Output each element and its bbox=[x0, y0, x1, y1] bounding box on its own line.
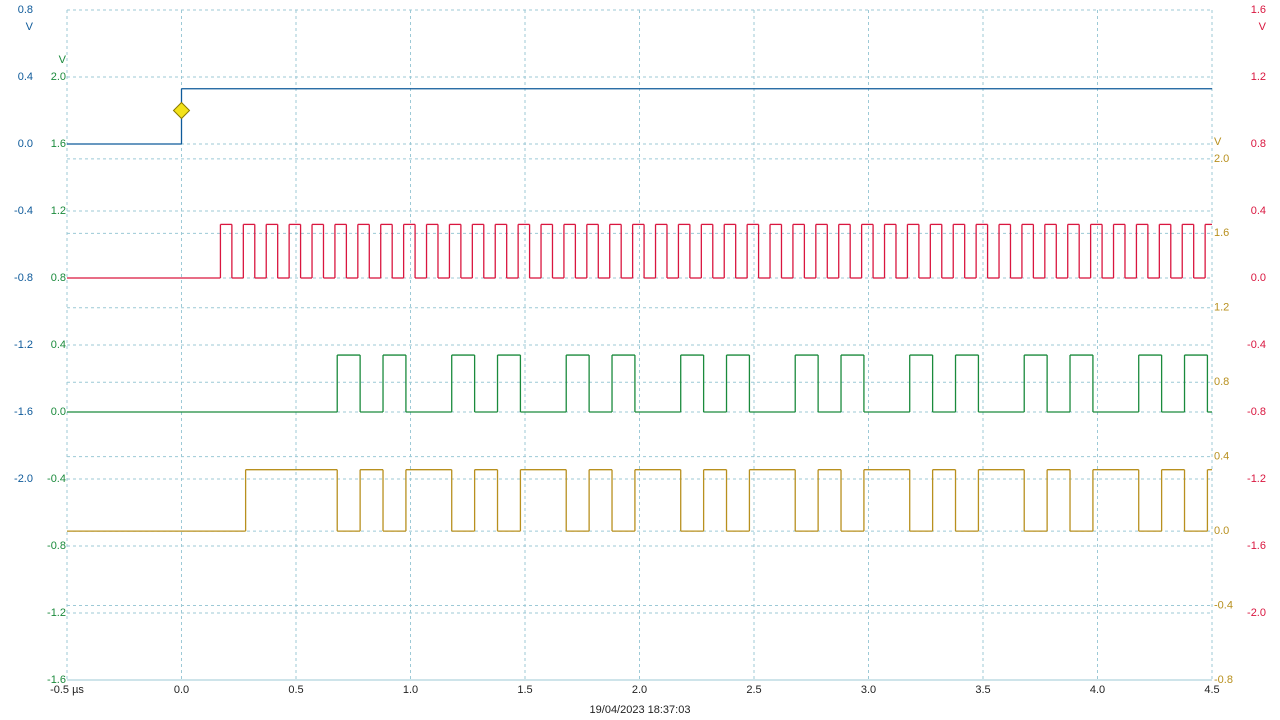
y-tick-label: 1.2 bbox=[1251, 71, 1266, 83]
x-tick-label: 3.5 bbox=[975, 684, 990, 696]
y-tick-label: -0.8 bbox=[1247, 406, 1266, 418]
x-tick-label: 3.0 bbox=[861, 684, 876, 696]
axis-unit: V bbox=[59, 54, 67, 66]
y-tick-label: 1.2 bbox=[1214, 302, 1229, 314]
axis-unit: V bbox=[26, 21, 34, 33]
x-tick-label: 2.5 bbox=[746, 684, 761, 696]
y-tick-label: 0.4 bbox=[18, 71, 33, 83]
timestamp: 19/04/2023 18:37:03 bbox=[590, 704, 691, 716]
y-tick-label: 1.2 bbox=[51, 205, 66, 217]
x-tick-label: 1.5 bbox=[517, 684, 532, 696]
y-tick-label: 1.6 bbox=[1251, 4, 1266, 16]
x-tick-label: -0.5 µs bbox=[50, 684, 84, 696]
y-tick-label: -2.0 bbox=[14, 473, 33, 485]
y-tick-label: 0.0 bbox=[1214, 525, 1229, 537]
y-tick-label: -1.2 bbox=[47, 607, 66, 619]
y-tick-label: -1.6 bbox=[1247, 540, 1266, 552]
x-tick-label: 1.0 bbox=[403, 684, 418, 696]
axis-unit: V bbox=[1259, 21, 1267, 33]
y-tick-label: -0.4 bbox=[1214, 599, 1233, 611]
y-tick-label: -2.0 bbox=[1247, 607, 1266, 619]
y-tick-label: 0.4 bbox=[51, 339, 66, 351]
y-tick-label: -0.8 bbox=[47, 540, 66, 552]
y-tick-label: 0.0 bbox=[1251, 272, 1266, 284]
x-tick-label: 2.0 bbox=[632, 684, 647, 696]
y-tick-label: 0.8 bbox=[1251, 138, 1266, 150]
trigger-marker bbox=[172, 101, 191, 120]
y-tick-label: -0.8 bbox=[1214, 674, 1233, 686]
x-tick-label: 0.5 bbox=[288, 684, 303, 696]
y-tick-label: -0.4 bbox=[1247, 339, 1266, 351]
y-tick-label: 0.4 bbox=[1214, 451, 1229, 463]
y-tick-label: 2.0 bbox=[51, 71, 66, 83]
x-tick-label: 4.0 bbox=[1090, 684, 1105, 696]
y-tick-label: -0.4 bbox=[14, 205, 33, 217]
y-tick-label: 1.6 bbox=[51, 138, 66, 150]
x-tick-label: 0.0 bbox=[174, 684, 189, 696]
y-tick-label: 2.0 bbox=[1214, 153, 1229, 165]
y-tick-label: 0.0 bbox=[18, 138, 33, 150]
y-tick-label: -0.4 bbox=[47, 473, 66, 485]
axis-unit: V bbox=[1214, 136, 1222, 148]
y-tick-label: -1.2 bbox=[1247, 473, 1266, 485]
y-tick-label: 0.8 bbox=[18, 4, 33, 16]
y-tick-label: 0.0 bbox=[51, 406, 66, 418]
y-tick-label: 0.4 bbox=[1251, 205, 1266, 217]
y-tick-label: -0.8 bbox=[14, 272, 33, 284]
y-tick-label: 0.8 bbox=[1214, 376, 1229, 388]
y-tick-label: 1.6 bbox=[1214, 227, 1229, 239]
y-tick-label: 0.8 bbox=[51, 272, 66, 284]
y-tick-label: -1.6 bbox=[47, 674, 66, 686]
y-tick-label: -1.2 bbox=[14, 339, 33, 351]
x-tick-label: 4.5 bbox=[1204, 684, 1219, 696]
y-tick-label: -1.6 bbox=[14, 406, 33, 418]
